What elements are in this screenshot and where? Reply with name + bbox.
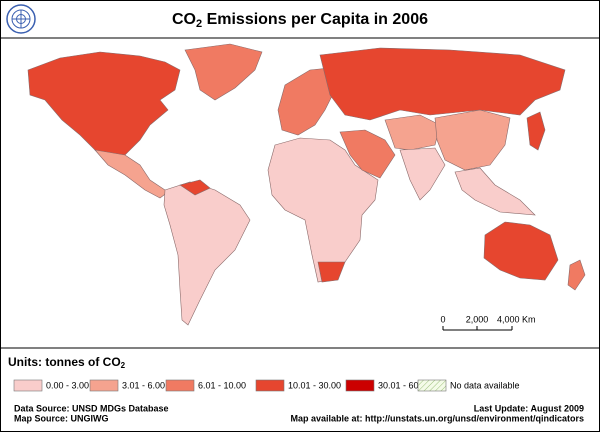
legend-title: Units: tonnes of CO2	[8, 355, 126, 370]
legend-title-text: Units: tonnes of CO	[8, 355, 121, 369]
legend-label: No data available	[450, 380, 520, 390]
footer-text: Map Source: UNGIWG	[14, 413, 109, 423]
title-text: Emissions per Capita in 2006	[202, 11, 428, 28]
legend: 0.00 - 3.00 3.01 - 6.00 6.01 - 10.00 10.01 …	[13, 379, 520, 392]
legend-label: 3.01 - 6.00	[122, 380, 165, 390]
country-shape	[319, 47, 566, 121]
legend-swatch	[13, 379, 43, 392]
country-shape	[184, 43, 263, 101]
country-shape	[94, 149, 169, 199]
legend-title-subscript: 2	[121, 361, 126, 370]
scale-label: 0	[440, 314, 445, 324]
country-shape	[277, 67, 336, 136]
legend-swatch	[345, 379, 375, 392]
country-shape	[567, 259, 586, 291]
legend-label: 10.01 - 30.00	[288, 380, 341, 390]
title-text: CO	[172, 11, 196, 28]
title-subscript: 2	[196, 18, 202, 30]
title: CO2 Emissions per Capita in 2006	[172, 11, 428, 30]
legend-label: 6.01 - 10.00	[198, 380, 246, 390]
scale-bar: 0 2,000 4,000 Km	[440, 314, 536, 331]
country-shape	[163, 181, 251, 326]
country-shape	[267, 137, 379, 283]
legend-label: 30.01 - 60.00	[378, 380, 431, 390]
country-shape	[399, 147, 446, 201]
legend-label: 0.00 - 3.00	[46, 380, 89, 390]
legend-swatch	[165, 379, 195, 392]
footer-text: Data Source: UNSD MDGs Database	[14, 403, 169, 413]
country-shape	[526, 111, 546, 151]
country-shape	[384, 114, 441, 151]
footer-text: Map available at: http://unstats.un.org/…	[290, 413, 584, 423]
country-shape	[317, 261, 346, 283]
country-shape	[339, 129, 396, 179]
country-shape	[434, 109, 511, 171]
legend-swatch	[255, 379, 285, 392]
un-logo	[6, 4, 36, 34]
scale-label: 4,000 Km	[497, 314, 536, 324]
world-map	[27, 43, 586, 326]
legend-swatch	[89, 379, 119, 392]
country-shape	[179, 179, 211, 196]
legend-swatch	[417, 379, 447, 392]
country-shape	[483, 221, 559, 281]
scale-label: 2,000	[466, 314, 489, 324]
footer-text: Last Update: August 2009	[474, 403, 584, 413]
country-shape	[27, 51, 181, 161]
country-shape	[454, 167, 536, 216]
